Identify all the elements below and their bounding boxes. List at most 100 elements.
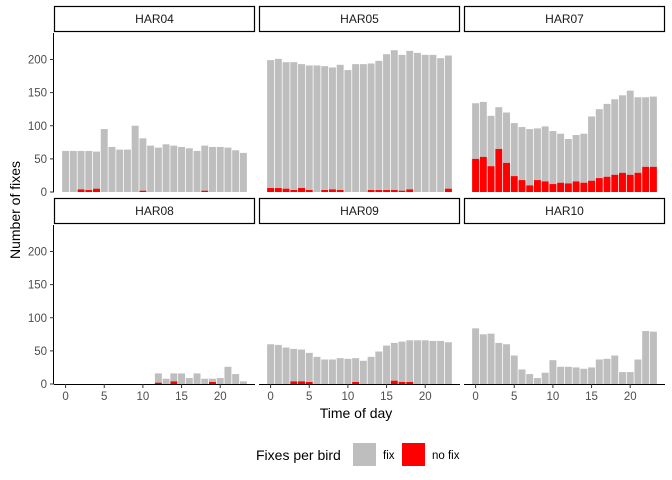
x-tick-label-har09-0: 0 xyxy=(267,391,273,403)
legend-key-fix xyxy=(353,443,376,466)
bar-fix-har04-h18 xyxy=(201,145,209,191)
bar-fix-har08-h14 xyxy=(170,373,178,382)
x-tick-label-har10-10: 10 xyxy=(547,391,560,403)
bar-fix-har09-h2 xyxy=(282,347,290,384)
bar-no-fix-har09-h18 xyxy=(406,382,414,384)
strip-label-har05: HAR05 xyxy=(340,12,379,26)
bar-fix-har10-h1 xyxy=(479,334,487,384)
bar-fix-har07-h9 xyxy=(541,126,549,182)
bar-fix-har05-h17 xyxy=(398,54,406,191)
facet-har07: HAR07 xyxy=(463,5,666,192)
bar-no-fix-har07-h8 xyxy=(533,180,541,192)
bar-no-fix-har05-h16 xyxy=(390,190,398,192)
bar-no-fix-har08-h12 xyxy=(154,382,162,384)
x-tick-label-har10-5: 5 xyxy=(511,391,517,403)
bar-no-fix-har07-h23 xyxy=(649,166,657,192)
bar-fix-har04-h11 xyxy=(147,145,155,192)
bar-no-fix-har07-h17 xyxy=(603,176,611,192)
bar-fix-har07-h8 xyxy=(533,128,541,181)
bar-fix-har04-h13 xyxy=(162,144,170,192)
bar-fix-har09-h12 xyxy=(359,360,367,384)
bar-fix-har05-h1 xyxy=(274,58,282,189)
bar-fix-har10-h3 xyxy=(495,342,503,384)
bar-fix-har10-h16 xyxy=(595,359,603,384)
bar-fix-har09-h6 xyxy=(313,356,321,384)
x-tick-label-har08-15: 15 xyxy=(175,391,188,403)
bar-fix-har10-h20 xyxy=(626,372,634,384)
bar-fix-har10-h6 xyxy=(518,369,526,384)
bar-fix-har04-h21 xyxy=(224,147,232,192)
bar-no-fix-har09-h4 xyxy=(298,381,305,384)
bar-fix-har04-h7 xyxy=(116,149,124,192)
bar-fix-har05-h6 xyxy=(313,65,321,192)
bar-fix-har04-h10 xyxy=(139,138,147,191)
legend-label-fix: fix xyxy=(383,450,395,462)
facet-har05: HAR05 xyxy=(258,5,461,192)
bar-fix-har09-h11 xyxy=(352,358,360,383)
bar-fix-har07-h12 xyxy=(564,139,572,184)
bar-no-fix-har07-h3 xyxy=(495,148,503,192)
bar-fix-har05-h16 xyxy=(390,50,398,191)
x-tick-label-har10-15: 15 xyxy=(585,391,598,403)
x-tick-label-har10-20: 20 xyxy=(624,391,637,403)
bar-no-fix-har05-h1 xyxy=(274,188,282,192)
bar-no-fix-har04-h2 xyxy=(77,189,85,192)
bar-fix-har04-h0 xyxy=(62,150,70,192)
bar-no-fix-har08-h14 xyxy=(170,381,178,384)
bar-no-fix-har04-h10 xyxy=(139,190,147,192)
strip-label-har04: HAR04 xyxy=(135,12,174,26)
bar-no-fix-har05-h14 xyxy=(375,190,383,192)
bar-fix-har09-h16 xyxy=(390,342,398,381)
bar-fix-har07-h10 xyxy=(549,131,557,185)
bar-fix-har07-h2 xyxy=(487,115,495,167)
bar-fix-har07-h19 xyxy=(619,95,626,173)
bar-fix-har10-h23 xyxy=(649,331,657,384)
bar-fix-har05-h7 xyxy=(321,66,329,191)
bar-fix-har07-h21 xyxy=(634,97,642,173)
y-tick-label-har04-0: 0 xyxy=(41,187,47,199)
legend: Fixes per bird fix no fix xyxy=(256,443,460,466)
bar-fix-har08-h13 xyxy=(162,378,170,384)
x-tick-label-har10-0: 0 xyxy=(472,391,478,403)
legend-label-no-fix: no fix xyxy=(432,450,460,462)
strip-box-har09 xyxy=(258,197,461,225)
bar-fix-har10-h13 xyxy=(572,367,580,384)
strip-box-har08 xyxy=(53,197,256,225)
bar-fix-har10-h0 xyxy=(472,328,480,384)
bar-no-fix-har09-h11 xyxy=(352,382,360,384)
bar-fix-har09-h21 xyxy=(429,340,437,384)
bar-fix-har08-h19 xyxy=(209,378,216,383)
strip-box-har04 xyxy=(53,5,256,33)
bar-no-fix-har05-h4 xyxy=(298,188,305,192)
bar-fix-har05-h9 xyxy=(336,64,344,191)
bar-fix-har10-h15 xyxy=(588,367,596,384)
facet-har10: HAR10 0 5 10 15 20 xyxy=(463,197,666,403)
bar-no-fix-har07-h0 xyxy=(472,158,480,192)
y-tick-label-har04-200: 200 xyxy=(28,55,47,67)
bar-no-fix-har05-h0 xyxy=(267,188,275,192)
bar-no-fix-har07-h5 xyxy=(510,176,518,192)
bar-fix-har10-h10 xyxy=(549,360,557,384)
bar-fix-har10-h11 xyxy=(557,366,565,384)
bar-no-fix-har07-h6 xyxy=(518,180,526,192)
bar-no-fix-har07-h7 xyxy=(526,185,534,192)
y-axis-title: Number of fixes xyxy=(7,161,23,259)
bar-fix-har10-h9 xyxy=(541,372,549,384)
bar-fix-har04-h17 xyxy=(193,150,201,192)
bar-fix-har07-h6 xyxy=(518,127,526,181)
bar-fix-har05-h20 xyxy=(421,54,429,192)
bar-fix-har09-h18 xyxy=(406,340,414,383)
bar-no-fix-har09-h5 xyxy=(305,382,313,384)
bar-fix-har10-h2 xyxy=(487,333,495,384)
bar-no-fix-har07-h15 xyxy=(588,180,596,192)
bar-fix-har07-h16 xyxy=(595,109,603,179)
bar-fix-har09-h23 xyxy=(444,342,452,384)
bar-no-fix-har05-h8 xyxy=(328,189,336,192)
bar-fix-har04-h8 xyxy=(123,149,131,192)
y-tick-label-har04-50: 50 xyxy=(34,154,47,166)
bar-fix-har07-h7 xyxy=(526,129,534,186)
bar-fix-har08-h17 xyxy=(193,373,201,384)
bar-fix-har04-h22 xyxy=(232,150,240,192)
